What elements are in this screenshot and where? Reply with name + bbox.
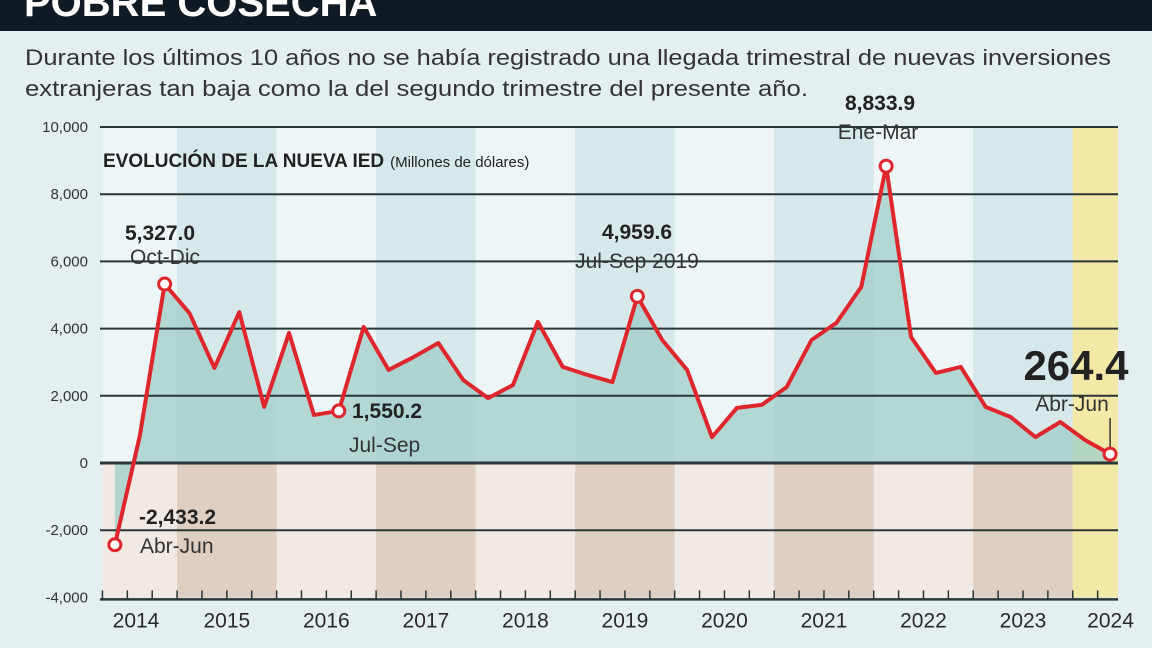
x-tick-label: 2015 bbox=[203, 609, 250, 632]
x-tick-label: 2020 bbox=[701, 609, 748, 632]
header-title: POBRE COSECHA bbox=[24, 0, 377, 25]
chart-unit: (Millones de dólares) bbox=[390, 154, 529, 171]
annotation-value: 1,550.2 bbox=[352, 400, 422, 423]
highlighted-point bbox=[157, 276, 173, 292]
subtitle-line-2: extranjeras tan baja como la del segundo… bbox=[25, 76, 808, 101]
annotation-label: Jul-Sep bbox=[349, 434, 420, 457]
series-line bbox=[112, 164, 1112, 546]
annotation-value: 264.4 bbox=[1023, 342, 1129, 389]
annotation-value: -2,433.2 bbox=[139, 506, 216, 529]
x-tick-label: 2024 bbox=[1087, 609, 1134, 632]
y-tick-label: -4,000 bbox=[45, 589, 88, 606]
highlighted-point bbox=[107, 537, 123, 553]
y-tick-label: 0 bbox=[80, 455, 88, 472]
annotation-label: Jul-Sep 2019 bbox=[575, 250, 699, 273]
y-tick-label: 6,000 bbox=[50, 253, 88, 270]
y-tick-label: 4,000 bbox=[50, 321, 88, 338]
x-tick-label: 2016 bbox=[303, 609, 350, 632]
x-tick-label: 2018 bbox=[502, 609, 549, 632]
highlighted-point bbox=[1102, 446, 1118, 462]
x-tick-label: 2021 bbox=[801, 609, 848, 632]
annotation-value: 8,833.9 bbox=[845, 92, 915, 115]
annotation-label: Abr-Jun bbox=[140, 535, 214, 558]
x-tick-label: 2017 bbox=[403, 609, 450, 632]
y-tick-label: -2,000 bbox=[45, 522, 88, 539]
highlighted-point bbox=[878, 158, 894, 174]
annotation-label: Ene-Mar bbox=[838, 121, 919, 144]
y-tick-label: 2,000 bbox=[50, 388, 88, 405]
subtitle-line-1: Durante los últimos 10 años no se había … bbox=[25, 45, 1111, 70]
x-tick-label: 2014 bbox=[113, 609, 160, 632]
year-band-2024 bbox=[1072, 127, 1118, 463]
annotation-label: Oct-Dic bbox=[130, 246, 200, 269]
highlighted-point bbox=[629, 288, 645, 304]
chart-title: EVOLUCIÓN DE LA NUEVA IED (Millones de dó… bbox=[103, 150, 529, 172]
annotation-value: 4,959.6 bbox=[602, 221, 672, 244]
annotation-value: 5,327.0 bbox=[125, 222, 195, 245]
annotation-label: Abr-Jun bbox=[1035, 393, 1109, 416]
highlighted-point bbox=[331, 403, 347, 419]
area-fill bbox=[114, 166, 1111, 545]
x-tick-label: 2022 bbox=[900, 609, 947, 632]
y-tick-label: 10,000 bbox=[42, 119, 88, 136]
y-tick-label: 8,000 bbox=[50, 186, 88, 203]
header-bar bbox=[0, 0, 1152, 31]
x-tick-label: 2019 bbox=[602, 609, 649, 632]
x-tick-label: 2023 bbox=[1000, 609, 1047, 632]
chart-title-text: EVOLUCIÓN DE LA NUEVA IED bbox=[103, 150, 384, 172]
